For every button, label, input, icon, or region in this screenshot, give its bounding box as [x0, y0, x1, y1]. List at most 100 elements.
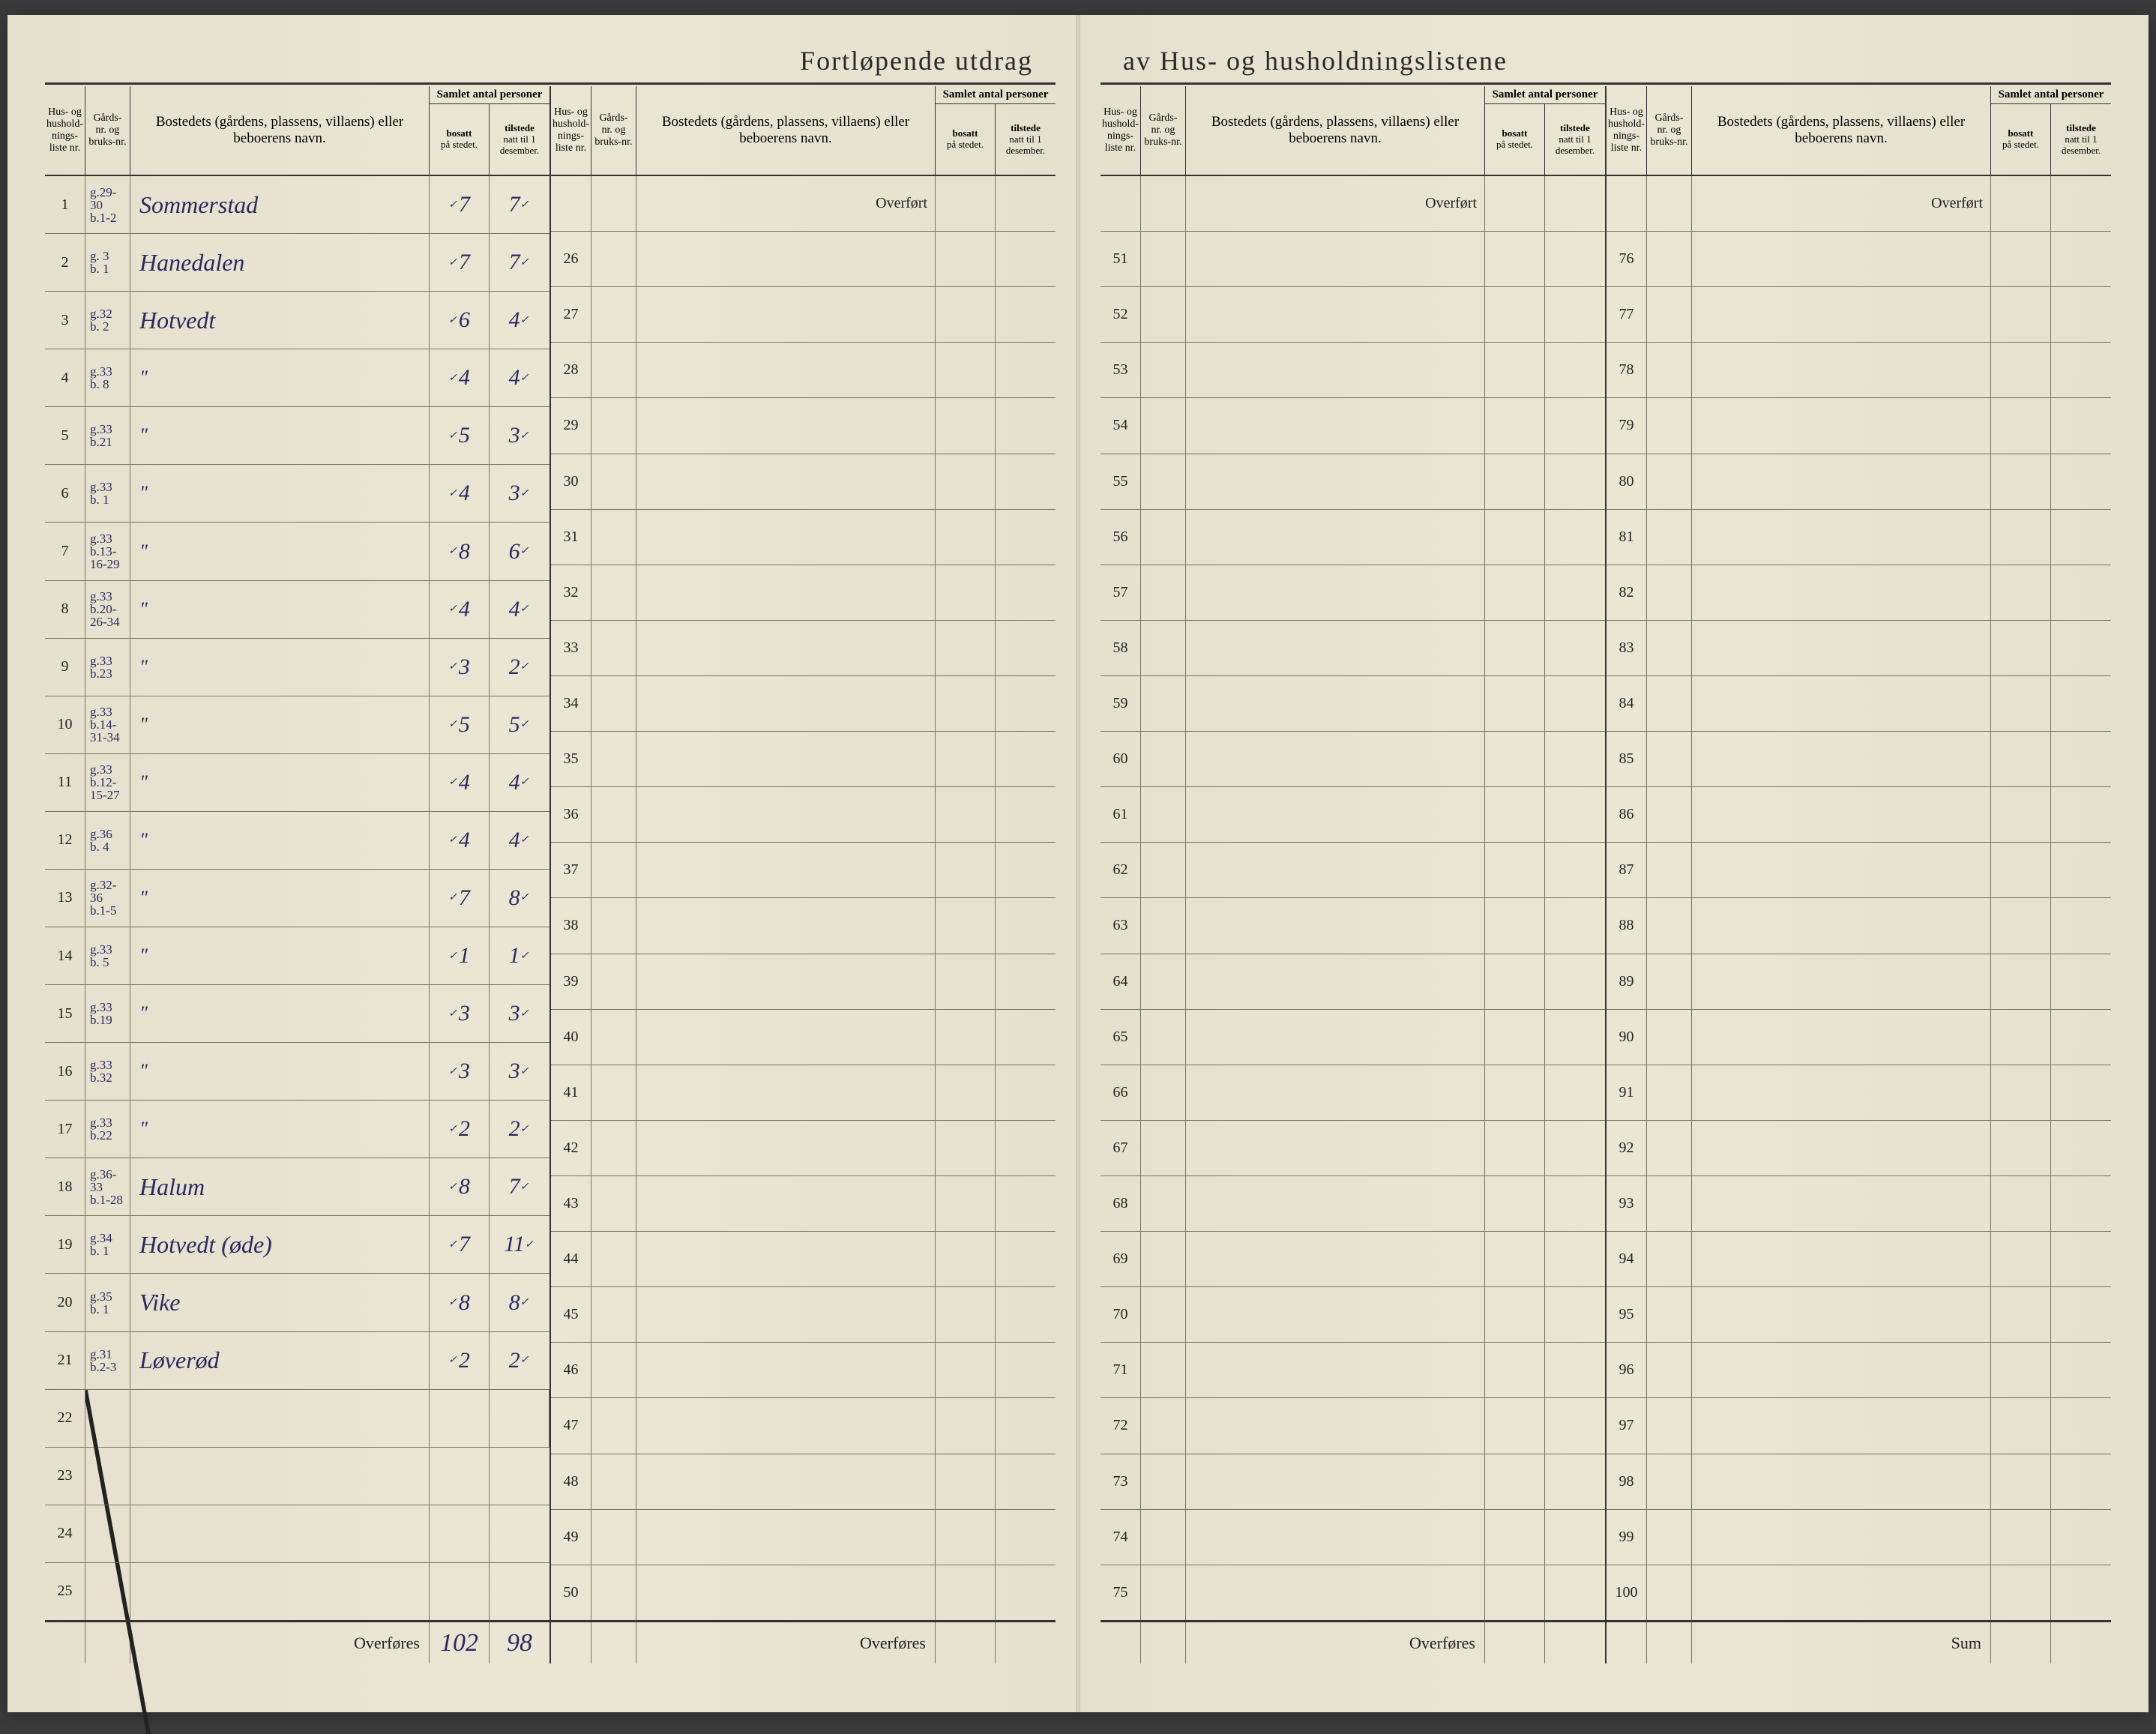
gard-bruks [1141, 1232, 1186, 1286]
row-number: 94 [1607, 1232, 1647, 1286]
row-number: 65 [1100, 1010, 1141, 1065]
row-number: 62 [1100, 843, 1141, 897]
gard-bruks: g. 3b. 1 [85, 234, 130, 291]
antal-cell [1991, 676, 2111, 731]
antal-cell [1991, 1010, 2111, 1065]
gard-bruks [1141, 1343, 1186, 1397]
row-number: 43 [551, 1176, 591, 1231]
table-row: 89 [1607, 954, 2111, 1010]
bosted-name [636, 1565, 936, 1620]
row-number: 98 [1607, 1454, 1647, 1509]
row-number: 46 [551, 1343, 591, 1397]
table-row: 3 g.32b. 2 Hotvedt ✓6 4✓ [45, 292, 549, 349]
gard-bruks [591, 1454, 636, 1509]
bosted-name [636, 398, 936, 453]
tilstede-value [2051, 565, 2111, 620]
table-row: 36 [551, 787, 1056, 843]
antal-cell: ✓8 8✓ [430, 1274, 549, 1331]
overfort-label: Overført [1186, 176, 1485, 231]
table-row: 11 g.33b.12-15-27 " ✓4 4✓ [45, 754, 549, 812]
title-right: av Hus- og husholdningslistene [1100, 45, 2111, 82]
bosatt-value [1485, 1343, 1545, 1397]
gard-bruks [1141, 565, 1186, 620]
table-row: 80 [1607, 454, 2111, 510]
row-number: 82 [1607, 565, 1647, 620]
hdr-name: Bostedets (gårdens, plassens, villaens) … [1186, 86, 1485, 175]
row-number: 48 [551, 1454, 591, 1509]
row-number: 45 [551, 1287, 591, 1342]
table-footer: Overføres [551, 1622, 1056, 1664]
gard-bruks [591, 898, 636, 953]
antal-cell [936, 787, 1056, 842]
bosatt-value [1991, 1454, 2051, 1509]
gard-bruks [591, 1510, 636, 1565]
tilstede-value [1545, 621, 1605, 675]
antal-cell [1485, 732, 1605, 786]
bosatt-value [1991, 1010, 2051, 1065]
gard-bruks [1647, 232, 1692, 286]
rule [45, 82, 1056, 85]
bosatt-value [936, 843, 996, 897]
bosatt-value [1485, 1565, 1545, 1620]
row-number: 77 [1607, 287, 1647, 342]
row-number: 22 [45, 1390, 85, 1447]
bosatt-value: ✓4 [430, 754, 490, 811]
hdr-name: Bostedets (gårdens, plassens, villaens) … [636, 86, 936, 175]
bosted-name: " [130, 465, 430, 522]
bosted-name [1692, 1565, 1991, 1620]
antal-cell [936, 1232, 1056, 1286]
table-row: 45 [551, 1287, 1056, 1343]
gard-bruks [1647, 1010, 1692, 1065]
table-row: 55 [1100, 454, 1605, 510]
gard-bruks [591, 1565, 636, 1620]
hdr-tilstede: tilstedenatt til 1 desember. [996, 104, 1056, 175]
row-number: 64 [1100, 954, 1141, 1009]
bosatt-value [1991, 898, 2051, 953]
tilstede-value: 7✓ [490, 1158, 549, 1215]
gard-bruks [591, 287, 636, 342]
bosted-name [1186, 1121, 1485, 1175]
bosatt-value [1485, 1287, 1545, 1342]
table-row: 2 g. 3b. 1 Hanedalen ✓7 7✓ [45, 234, 549, 292]
bosatt-value [936, 1343, 996, 1397]
table-row: 92 [1607, 1121, 2111, 1176]
gard-bruks [1647, 1510, 1692, 1565]
gard-bruks [1141, 1454, 1186, 1509]
bosatt-value [1485, 676, 1545, 731]
tilstede-value [996, 1010, 1056, 1065]
hdr-name: Bostedets (gårdens, plassens, villaens) … [130, 86, 430, 175]
bosted-name [636, 954, 936, 1009]
table-row: 95 [1607, 1287, 2111, 1343]
antal-cell: ✓7 7✓ [430, 234, 549, 291]
row-number: 11 [45, 754, 85, 811]
bosted-name [636, 676, 936, 731]
page-left: Fortløpende utdrag Hus- og hushold-nings… [7, 15, 1078, 1712]
bosted-name: " [130, 870, 430, 927]
table-row: 4 g.33b. 8 " ✓4 4✓ [45, 349, 549, 407]
row-number: 92 [1607, 1121, 1647, 1175]
antal-cell [1485, 1287, 1605, 1342]
bosatt-value [430, 1448, 490, 1505]
gard-bruks [1141, 898, 1186, 953]
bosatt-value: ✓7 [430, 234, 490, 291]
row-number: 37 [551, 843, 591, 897]
antal-cell [1991, 1176, 2111, 1231]
table-row: 9 g.33b.23 " ✓3 2✓ [45, 639, 549, 696]
overfort-row: Overført [1100, 176, 1605, 232]
tilstede-value [996, 787, 1056, 842]
gard-bruks [85, 1563, 130, 1620]
rows-container: Overført 76 77 78 [1607, 176, 2111, 1622]
bosted-name: Løverød [130, 1332, 430, 1389]
bosatt-value [1991, 1121, 2051, 1175]
table-row: 38 [551, 898, 1056, 954]
tilstede-value: 5✓ [490, 696, 549, 753]
hdr-antal: Samlet antal personer bosattpå stedet. t… [936, 86, 1056, 175]
table-row: 74 [1100, 1510, 1605, 1565]
tilstede-value: 7✓ [490, 176, 549, 233]
table-row: 40 [551, 1010, 1056, 1065]
bosatt-value [430, 1390, 490, 1447]
antal-cell: ✓4 3✓ [430, 465, 549, 522]
table-row: 75 [1100, 1565, 1605, 1622]
bosatt-value [430, 1505, 490, 1562]
bosatt-value [1485, 1010, 1545, 1065]
